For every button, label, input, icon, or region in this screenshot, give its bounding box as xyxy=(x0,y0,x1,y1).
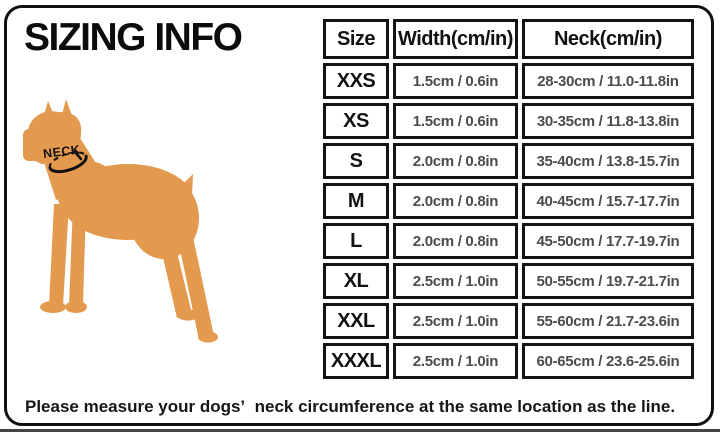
neck-cell: 55-60cm / 21.7-23.6in xyxy=(521,303,694,339)
width-cell: 2.5cm / 1.0in xyxy=(393,263,518,299)
col-header-neck: Neck(cm/in) xyxy=(521,19,694,59)
table-row-xxxl: XXXL 2.5cm / 1.0in 60-65cm / 23.6-25.6in xyxy=(323,343,694,379)
neck-label: NECK xyxy=(42,143,81,161)
size-cell: L xyxy=(323,223,389,259)
measurement-note: Please measure your dogs’ neck circumfer… xyxy=(25,397,676,416)
size-cell: XXXL xyxy=(323,343,389,379)
neck-measure-line xyxy=(48,151,88,174)
neck-cell: 28-30cm / 11.0-11.8in xyxy=(521,63,694,99)
dog-neck-measurement-illustration: NECK xyxy=(23,99,218,343)
neck-cell: 50-55cm / 19.7-21.7in xyxy=(521,263,694,299)
dog-silhouette xyxy=(23,99,218,343)
neck-cell: 30-35cm / 11.8-13.8in xyxy=(521,103,694,139)
col-header-size: Size xyxy=(323,19,389,59)
table-row-m: M 2.0cm / 0.8in 40-45cm / 15.7-17.7in xyxy=(323,183,694,219)
table-row-xs: XS 1.5cm / 0.6in 30-35cm / 11.8-13.8in xyxy=(323,103,694,139)
size-cell: XL xyxy=(323,263,389,299)
neck-pointer-line xyxy=(73,150,83,161)
size-cell: S xyxy=(323,143,389,179)
neck-cell: 60-65cm / 23.6-25.6in xyxy=(521,343,694,379)
table-row-xl: XL 2.5cm / 1.0in 50-55cm / 19.7-21.7in xyxy=(323,263,694,299)
neck-cell: 45-50cm / 17.7-19.7in xyxy=(521,223,694,259)
width-cell: 2.5cm / 1.0in xyxy=(393,303,518,339)
table-header-row: Size Width(cm/in) Neck(cm/in) xyxy=(323,19,694,59)
neck-cell: 40-45cm / 15.7-17.7in xyxy=(521,183,694,219)
width-cell: 2.0cm / 0.8in xyxy=(393,143,518,179)
width-cell: 1.5cm / 0.6in xyxy=(393,103,518,139)
table-row-l: L 2.0cm / 0.8in 45-50cm / 17.7-19.7in xyxy=(323,223,694,259)
size-cell: XXL xyxy=(323,303,389,339)
table-row-s: S 2.0cm / 0.8in 35-40cm / 13.8-15.7in xyxy=(323,143,694,179)
table-row-xxs: XXS 1.5cm / 0.6in 28-30cm / 11.0-11.8in xyxy=(323,63,694,99)
sizing-table: Size Width(cm/in) Neck(cm/in) XXS 1.5cm … xyxy=(319,15,698,383)
width-cell: 2.5cm / 1.0in xyxy=(393,343,518,379)
width-cell: 2.0cm / 0.8in xyxy=(393,223,518,259)
page-title: SIZING INFO xyxy=(24,16,243,59)
neck-cell: 35-40cm / 13.8-15.7in xyxy=(521,143,694,179)
size-cell: XS xyxy=(323,103,389,139)
table-row-xxl: XXL 2.5cm / 1.0in 55-60cm / 21.7-23.6in xyxy=(323,303,694,339)
size-cell: XXS xyxy=(323,63,389,99)
col-header-width: Width(cm/in) xyxy=(393,19,518,59)
size-cell: M xyxy=(323,183,389,219)
bottom-crop-line xyxy=(0,429,720,432)
width-cell: 2.0cm / 0.8in xyxy=(393,183,518,219)
width-cell: 1.5cm / 0.6in xyxy=(393,63,518,99)
